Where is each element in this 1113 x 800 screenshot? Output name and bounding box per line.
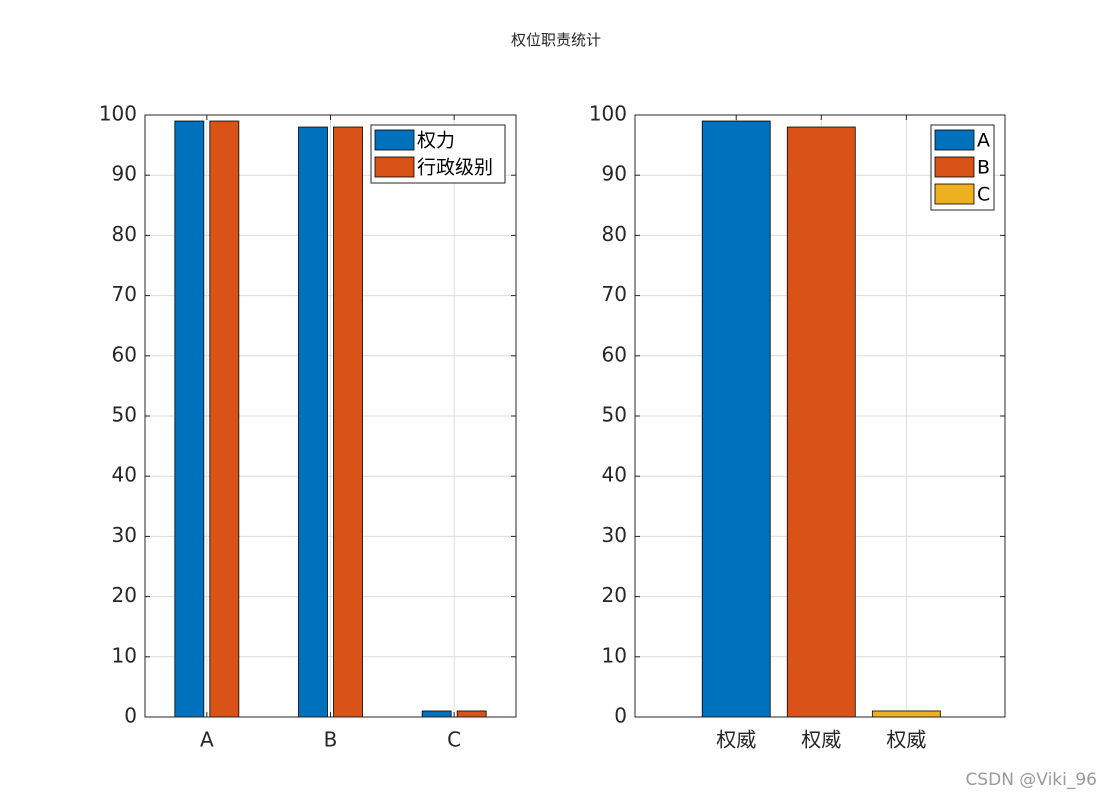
y-tick-label: 20 (602, 583, 627, 607)
y-tick-label: 90 (602, 162, 627, 186)
y-tick-label: 100 (99, 102, 137, 126)
y-tick-label: 100 (589, 102, 627, 126)
figure-title: 权位职责统计 (511, 31, 601, 49)
bar (701, 120, 771, 718)
legend-swatch (374, 129, 415, 151)
y-tick-label: 50 (112, 403, 137, 427)
x-tick-label: A (200, 728, 214, 752)
y-tick-label: 60 (602, 342, 627, 366)
x-tick-label: 权威 (801, 728, 841, 752)
legend-swatch (934, 129, 975, 151)
bar (333, 126, 363, 718)
y-tick-label: 30 (602, 523, 627, 547)
y-tick-label: 30 (112, 523, 137, 547)
legend-label: B (977, 157, 990, 179)
legend-swatch (934, 183, 975, 205)
x-tick-label: B (324, 728, 338, 752)
bar (174, 120, 205, 718)
legend-swatch (374, 156, 415, 178)
axes-box (634, 114, 1006, 718)
y-tick-label: 80 (602, 222, 627, 246)
x-tick-label: C (447, 728, 461, 752)
y-tick-label: 70 (112, 282, 137, 306)
y-tick-label: 80 (112, 222, 137, 246)
legend-label: 行政级别 (417, 157, 493, 179)
bar (871, 710, 941, 718)
legend-label: C (977, 184, 990, 206)
y-tick-label: 20 (112, 583, 137, 607)
y-tick-label: 40 (602, 463, 627, 487)
legend-label: 权力 (417, 130, 455, 152)
y-tick-label: 60 (112, 342, 137, 366)
axes-box (144, 114, 517, 718)
x-tick-label: 权威 (886, 728, 926, 752)
y-tick-label: 10 (602, 643, 627, 667)
y-tick-label: 90 (112, 162, 137, 186)
bar (786, 126, 856, 718)
y-tick-label: 0 (614, 704, 627, 728)
bar (298, 126, 328, 718)
bar (421, 710, 452, 718)
bar (456, 710, 487, 718)
y-tick-label: 70 (602, 282, 627, 306)
y-tick-label: 0 (124, 704, 137, 728)
y-tick-label: 50 (602, 403, 627, 427)
legend-label: A (977, 130, 990, 152)
y-tick-label: 40 (112, 463, 137, 487)
bar (209, 120, 240, 718)
watermark: CSDN @Viki_96 (965, 770, 1097, 790)
legend-swatch (934, 156, 975, 178)
x-tick-label: 权威 (716, 728, 756, 752)
y-tick-label: 10 (112, 643, 137, 667)
